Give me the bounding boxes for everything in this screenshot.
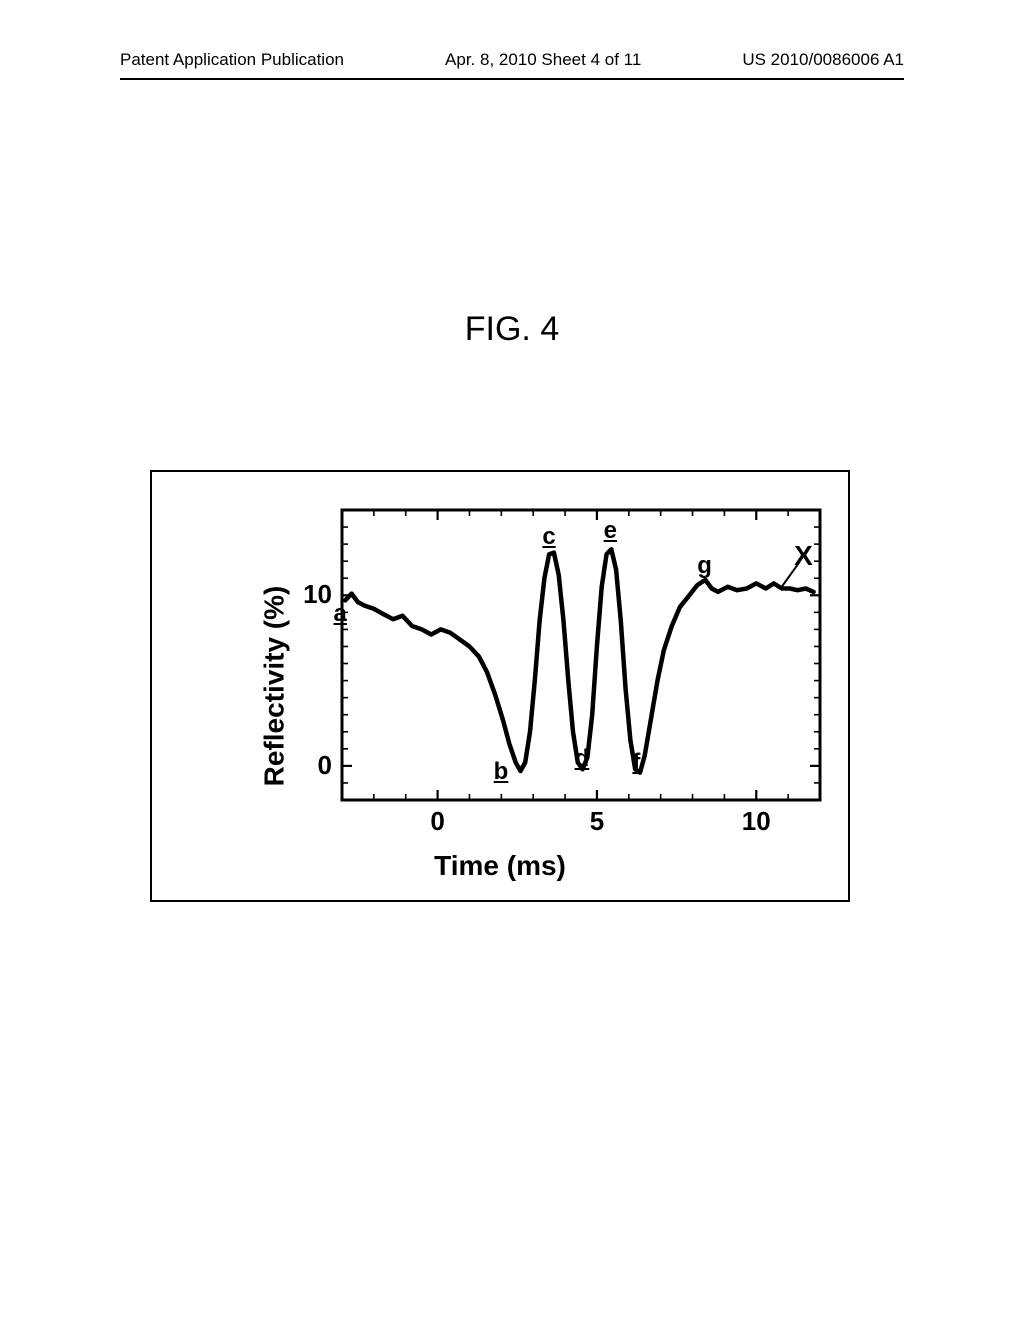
y-tick-label: 10	[292, 579, 332, 610]
x-tick-label: 5	[590, 806, 604, 837]
x-tick-label: 10	[742, 806, 771, 837]
point-label-g: g	[697, 552, 712, 580]
point-label-f: f	[632, 749, 640, 777]
point-label-a: a	[334, 600, 347, 628]
point-label-c: c	[542, 523, 555, 551]
header-right: US 2010/0086006 A1	[742, 50, 904, 70]
header-center: Apr. 8, 2010 Sheet 4 of 11	[445, 50, 641, 70]
y-axis-label: Reflectivity (%)	[258, 586, 290, 787]
curve-label: X	[794, 540, 813, 572]
chart-frame: Reflectivity (%) Time (ms) 0100510abcdef…	[150, 470, 850, 902]
y-tick-label: 0	[292, 750, 332, 781]
x-tick-label: 0	[430, 806, 444, 837]
point-label-e: e	[604, 517, 617, 545]
header-left: Patent Application Publication	[120, 50, 344, 70]
x-axis-label: Time (ms)	[152, 850, 848, 882]
point-label-d: d	[575, 745, 590, 773]
figure-title: FIG. 4	[0, 310, 1024, 349]
page-header: Patent Application Publication Apr. 8, 2…	[0, 50, 1024, 70]
chart-svg	[152, 472, 852, 904]
point-label-b: b	[494, 758, 509, 786]
header-rule	[120, 78, 904, 80]
